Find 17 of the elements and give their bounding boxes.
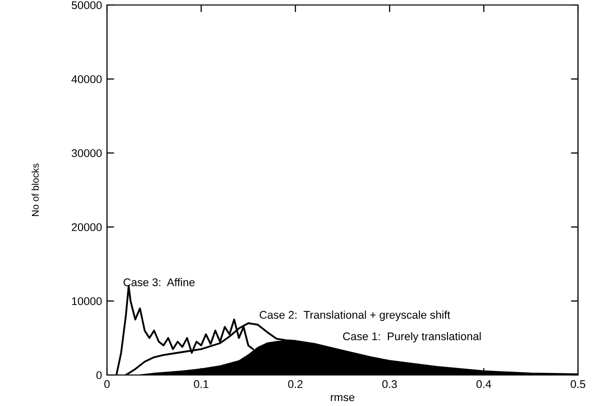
x-tick-label: 0.5 <box>570 380 586 388</box>
y-tick-label: 50000 <box>72 1 102 10</box>
x-tick-label: 0 <box>104 380 110 388</box>
y-tick-label: 40000 <box>72 75 102 84</box>
annotation: Case 2: Translational + greyscale shift <box>260 310 450 321</box>
annotation: Case 1: Purely translational <box>343 332 481 342</box>
x-tick-label: 0.1 <box>194 380 208 388</box>
y-tick-label: 30000 <box>72 149 102 158</box>
annotation: Case 3: Affine <box>124 278 195 286</box>
y-tick-label: 10000 <box>72 297 102 306</box>
y-tick-label: 0 <box>96 371 102 380</box>
y-tick-label: 20000 <box>72 223 102 232</box>
x-tick-label: 0.3 <box>382 380 397 388</box>
x-tick-label: 0.4 <box>476 380 492 388</box>
y-axis-title: No of blocks <box>32 164 39 216</box>
x-axis-title: rmse <box>330 395 354 402</box>
x-tick-label: 0.2 <box>288 380 303 388</box>
